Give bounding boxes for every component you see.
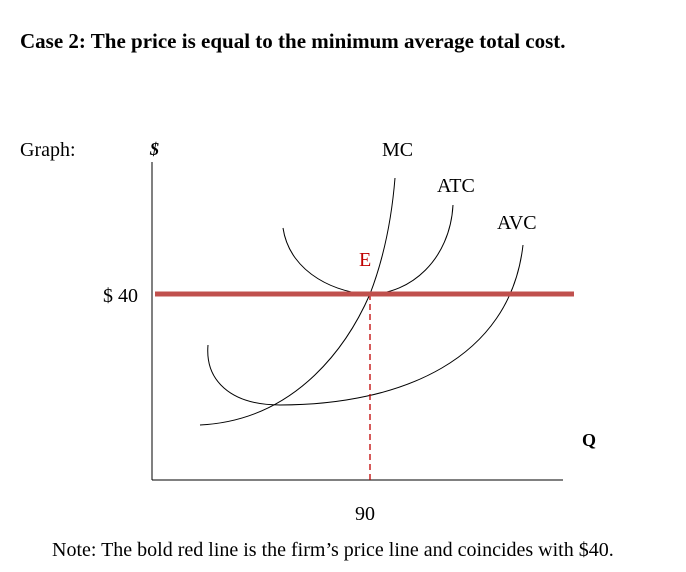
y-axis-label: $ [149,139,159,159]
avc-curve [207,244,524,406]
atc-label: ATC [437,175,475,197]
price-label: $ 40 [103,285,138,307]
quantity-label: 90 [355,503,375,525]
mc-curve [199,177,396,426]
title: Case 2: The price is equal to the minimu… [20,29,566,53]
equilibrium-label: E [359,249,371,271]
mc-label: MC [382,139,413,161]
x-axis-label: Q [582,430,596,450]
note: Note: The bold red line is the firm’s pr… [52,539,614,561]
graph-label: Graph: [20,139,76,161]
avc-label: AVC [497,212,537,234]
